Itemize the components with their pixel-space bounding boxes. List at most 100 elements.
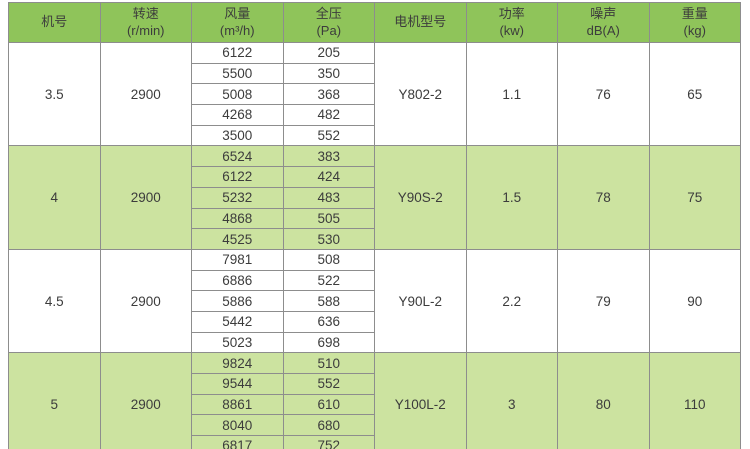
- cell-fan-no: 4.5: [8, 248, 101, 354]
- cell-airflow: 4868: [191, 207, 284, 230]
- cell-airflow: 6122: [191, 166, 284, 188]
- cell-motor-model: Y90S-2: [374, 145, 467, 250]
- table-row: 5886 588: [9, 290, 741, 312]
- table-row: 5 2900 9824 510 Y100L-2 3 80 110: [8, 352, 741, 449]
- cell-airflow: 7981: [191, 248, 284, 271]
- cell-airflow: 6524: [191, 145, 284, 168]
- cell-pressure: 483: [282, 186, 375, 209]
- cell-pressure: 522: [282, 269, 375, 292]
- cell-pressure: 205: [282, 42, 375, 64]
- cell-pressure: 588: [282, 290, 375, 312]
- cell-airflow: 6817: [191, 435, 284, 449]
- header-label: 风量: [224, 5, 251, 21]
- table-row: 5023 698: [9, 331, 741, 354]
- table-row: 3.5 2900 6122 205 Y802-2 1.1 76 65: [8, 41, 741, 147]
- cell-motor-model: Y100L-2: [374, 352, 467, 449]
- cell-airflow: 4525: [191, 228, 284, 250]
- cell-weight: 90: [648, 248, 741, 354]
- cell-airflow: 6122: [191, 42, 284, 64]
- header-label: 噪声: [590, 5, 617, 21]
- column-header-motor-model: 电机型号: [374, 2, 467, 43]
- cell-noise: 80: [557, 352, 650, 449]
- header-row: 机号 转速 (r/min) 风量 (m³/h) 全压 (Pa) 电机型号 功率 (kw)…: [8, 2, 741, 43]
- fan-spec-table: 机号 转速 (r/min) 风量 (m³/h) 全压 (Pa) 电机型号 功率 (kw)…: [8, 2, 741, 449]
- table-row: 5500 350: [9, 62, 741, 85]
- cell-airflow: 4268: [191, 104, 284, 126]
- header-unit: (r/min): [126, 22, 165, 38]
- table-row: 6122 424: [9, 166, 741, 188]
- column-header-fan-no: 机号: [8, 2, 101, 43]
- cell-airflow: 6886: [191, 269, 284, 292]
- table-row: 8040 680: [9, 414, 741, 437]
- cell-airflow: 3500: [191, 124, 284, 147]
- cell-power: 2.2: [465, 248, 558, 354]
- header-label: 机号: [41, 14, 68, 30]
- cell-pressure: 424: [282, 166, 375, 188]
- cell-power: 3: [465, 352, 558, 449]
- table-row: 5232 483: [9, 186, 741, 209]
- cell-fan-no: 5: [8, 352, 101, 449]
- header-label: 转速: [132, 5, 159, 21]
- column-header-speed: 转速 (r/min): [99, 2, 192, 43]
- header-unit: (kg): [683, 22, 706, 38]
- fan-group-4-5: 4.5 2900 7981 508 Y90L-2 2.2 79 90 6886 5…: [8, 248, 741, 354]
- cell-speed: 2900: [99, 145, 192, 250]
- cell-pressure: 610: [282, 393, 375, 416]
- cell-pressure: 350: [282, 62, 375, 85]
- fan-spec-table-container: 机号 转速 (r/min) 风量 (m³/h) 全压 (Pa) 电机型号 功率 (kw)…: [8, 2, 741, 449]
- cell-speed: 2900: [99, 41, 192, 147]
- cell-airflow: 5442: [191, 310, 284, 333]
- column-header-noise: 噪声 dB(A): [557, 2, 650, 43]
- cell-airflow: 5232: [191, 186, 284, 209]
- header-label: 电机型号: [394, 14, 447, 30]
- cell-motor-model: Y90L-2: [374, 248, 467, 354]
- cell-pressure: 530: [282, 228, 375, 250]
- cell-pressure: 505: [282, 207, 375, 230]
- cell-noise: 76: [557, 41, 650, 147]
- table-row: 4868 505: [9, 207, 741, 230]
- cell-pressure: 680: [282, 414, 375, 437]
- cell-weight: 110: [648, 352, 741, 449]
- fan-group-4: 4 2900 6524 383 Y90S-2 1.5 78 75 6122 424…: [8, 145, 741, 250]
- cell-airflow: 8861: [191, 393, 284, 416]
- header-unit: (m³/h): [219, 22, 255, 38]
- table-row: 6817 752: [9, 435, 741, 449]
- cell-pressure: 698: [282, 331, 375, 354]
- cell-power: 1.1: [465, 41, 558, 147]
- cell-airflow: 5886: [191, 290, 284, 312]
- cell-airflow: 5008: [191, 83, 284, 106]
- table-header: 机号 转速 (r/min) 风量 (m³/h) 全压 (Pa) 电机型号 功率 (kw)…: [8, 2, 741, 43]
- table-row: 8861 610: [9, 393, 741, 416]
- cell-weight: 65: [648, 41, 741, 147]
- table-row: 4.5 2900 7981 508 Y90L-2 2.2 79 90: [8, 248, 741, 354]
- cell-pressure: 552: [282, 124, 375, 147]
- cell-pressure: 510: [282, 352, 375, 374]
- table-row: 5008 368: [9, 83, 741, 106]
- table-row: 9544 552: [9, 373, 741, 395]
- header-label: 全压: [315, 5, 342, 21]
- cell-airflow: 9824: [191, 352, 284, 374]
- cell-pressure: 368: [282, 83, 375, 106]
- column-header-airflow: 风量 (m³/h): [191, 2, 284, 43]
- column-header-power: 功率 (kw): [465, 2, 558, 43]
- header-unit: (Pa): [316, 22, 342, 38]
- cell-noise: 79: [557, 248, 650, 354]
- fan-group-5: 5 2900 9824 510 Y100L-2 3 80 110 9544 552…: [8, 352, 741, 449]
- column-header-weight: 重量 (kg): [648, 2, 741, 43]
- cell-power: 1.5: [465, 145, 558, 250]
- cell-airflow: 5023: [191, 331, 284, 354]
- cell-pressure: 636: [282, 310, 375, 333]
- cell-airflow: 5500: [191, 62, 284, 85]
- table-row: 6886 522: [9, 269, 741, 292]
- cell-noise: 78: [557, 145, 650, 250]
- header-label: 重量: [681, 5, 708, 21]
- cell-pressure: 552: [282, 373, 375, 395]
- cell-pressure: 752: [282, 435, 375, 449]
- cell-airflow: 8040: [191, 414, 284, 437]
- cell-speed: 2900: [99, 352, 192, 449]
- cell-pressure: 482: [282, 104, 375, 126]
- table-row: 4 2900 6524 383 Y90S-2 1.5 78 75: [8, 145, 741, 250]
- column-header-pressure: 全压 (Pa): [282, 2, 375, 43]
- cell-pressure: 383: [282, 145, 375, 168]
